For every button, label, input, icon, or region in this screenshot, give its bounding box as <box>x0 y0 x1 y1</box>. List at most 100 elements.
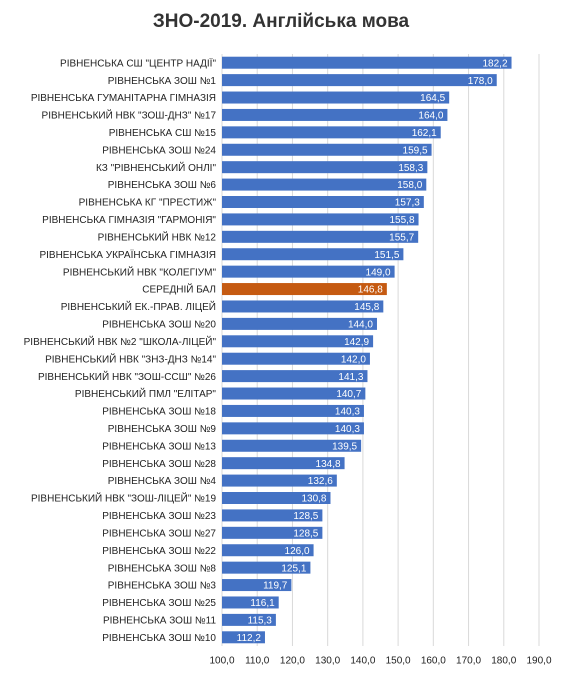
bar <box>222 265 395 278</box>
value-label: 125,1 <box>281 563 306 574</box>
bar <box>222 492 331 504</box>
y-tick-label: КЗ "РІВНЕНСЬКИЙ ОНЛІ" <box>96 161 216 174</box>
value-label: 130,8 <box>301 494 326 505</box>
bar <box>222 126 441 139</box>
y-tick-label: РІВНЕНСЬКА СШ №15 <box>109 128 217 139</box>
bar <box>222 526 323 539</box>
bar <box>222 457 345 470</box>
bar <box>222 509 323 522</box>
y-tick-label: РІВНЕНСЬКА ЗОШ №13 <box>102 441 216 452</box>
value-label: 112,2 <box>237 633 262 644</box>
bar <box>222 74 497 87</box>
bar <box>222 439 362 452</box>
bar <box>222 352 370 365</box>
bar <box>222 422 364 435</box>
y-tick-label: РІВНЕНСЬКА ЗОШ №23 <box>102 511 216 522</box>
bar <box>222 596 279 609</box>
bar <box>222 283 387 296</box>
x-tick-label: 160,0 <box>421 656 446 667</box>
y-tick-label: РІВНЕНСЬКА ГІМНАЗІЯ "ГАРМОНІЯ" <box>42 215 216 226</box>
bar <box>222 335 374 348</box>
y-tick-label: РІВНЕНСЬКА ЗОШ №9 <box>108 424 217 435</box>
y-tick-label: РІВНЕНСЬКИЙ ЕК.-ПРАВ. ЛІЦЕЙ <box>61 300 216 313</box>
value-label: 155,7 <box>389 232 414 243</box>
x-tick-label: 190,0 <box>526 656 551 667</box>
value-label: 158,3 <box>398 163 423 174</box>
y-tick-label: РІВНЕНСЬКИЙ НВК "ЗНЗ-ДНЗ №14" <box>45 352 216 365</box>
bar <box>222 300 384 313</box>
y-tick-label: РІВНЕНСЬКА ЗОШ №27 <box>102 528 216 539</box>
value-label: 141,3 <box>338 372 363 383</box>
y-tick-label: РІВНЕНСЬКА КГ "ПРЕСТИЖ" <box>79 198 217 209</box>
value-label: 178,0 <box>468 76 493 87</box>
y-tick-label: РІВНЕНСЬКА ЗОШ №6 <box>108 180 217 191</box>
value-label: 145,8 <box>354 302 379 313</box>
value-label: 140,7 <box>336 389 361 400</box>
y-tick-label: РІВНЕНСЬКА ЗОШ №18 <box>102 407 216 418</box>
y-tick-label: СЕРЕДНІЙ БАЛ <box>142 283 216 296</box>
y-tick-label: РІВНЕНСЬКИЙ НВК "ЗОШ-ДНЗ" №17 <box>42 109 217 122</box>
bar <box>222 631 265 644</box>
value-label: 158,0 <box>397 180 422 191</box>
bar <box>222 143 432 156</box>
y-tick-label: РІВНЕНСЬКА ЗОШ №4 <box>108 476 217 487</box>
value-label: 182,2 <box>482 58 507 69</box>
bar <box>222 196 424 208</box>
x-tick-label: 110,0 <box>245 656 270 667</box>
value-label: 162,1 <box>412 128 437 139</box>
x-tick-label: 100,0 <box>209 656 234 667</box>
bar <box>222 56 512 69</box>
y-tick-label: РІВНЕНСЬКИЙ НВК "ЗОШ-ССШ" №26 <box>38 370 216 383</box>
bar <box>222 370 368 383</box>
value-label: 164,5 <box>420 93 445 104</box>
value-label: 128,5 <box>293 528 318 539</box>
x-tick-label: 170,0 <box>456 656 481 667</box>
y-tick-label: РІВНЕНСЬКА ЗОШ №25 <box>102 598 216 609</box>
bar <box>222 248 404 261</box>
bar <box>222 613 276 626</box>
value-label: 128,5 <box>293 511 318 522</box>
value-label: 126,0 <box>285 546 310 557</box>
bar <box>222 230 419 243</box>
bar <box>222 579 292 592</box>
value-label: 116,1 <box>250 598 275 609</box>
bar <box>222 161 428 174</box>
bar <box>222 317 377 330</box>
value-label: 142,9 <box>344 337 369 348</box>
value-label: 159,5 <box>403 145 428 156</box>
value-label: 146,8 <box>358 285 383 296</box>
value-label: 157,3 <box>395 198 420 209</box>
y-tick-label: РІВНЕНСЬКА ЗОШ №3 <box>108 581 217 592</box>
value-label: 142,0 <box>341 354 366 365</box>
x-tick-label: 140,0 <box>350 656 375 667</box>
y-tick-label: РІВНЕНСЬКИЙ НВК №12 <box>98 230 217 243</box>
value-label: 164,0 <box>418 111 443 122</box>
value-label: 134,8 <box>316 459 341 470</box>
bar <box>222 404 364 417</box>
y-tick-label: РІВНЕНСЬКА ЗОШ №24 <box>102 145 216 156</box>
x-tick-label: 180,0 <box>491 656 516 667</box>
value-label: 155,8 <box>390 215 415 226</box>
value-label: 119,7 <box>263 581 288 592</box>
value-label: 151,5 <box>374 250 399 261</box>
y-tick-label: РІВНЕНСЬКА ЗОШ №28 <box>102 459 216 470</box>
y-tick-label: РІВНЕНСЬКИЙ НВК "КОЛЕГІУМ" <box>63 265 217 278</box>
value-label: 115,3 <box>248 616 273 627</box>
bar <box>222 474 337 487</box>
y-tick-label: РІВНЕНСЬКА ЗОШ №8 <box>108 563 217 574</box>
bar <box>222 178 427 191</box>
bar <box>222 108 448 121</box>
bar <box>222 387 366 400</box>
value-label: 149,0 <box>366 267 391 278</box>
value-label: 140,3 <box>335 424 360 435</box>
y-tick-label: РІВНЕНСЬКИЙ НВК №2 "ШКОЛА-ЛІЦЕЙ" <box>24 335 217 348</box>
y-tick-label: РІВНЕНСЬКА ЗОШ №10 <box>102 633 216 644</box>
y-tick-label: РІВНЕНСЬКИЙ ПМЛ "ЕЛІТАР" <box>75 387 217 400</box>
value-label: 139,5 <box>332 441 357 452</box>
bar <box>222 544 314 557</box>
y-tick-label: РІВНЕНСЬКА УКРАЇНСЬКА ГІМНАЗІЯ <box>39 249 216 261</box>
y-tick-label: РІВНЕНСЬКА ЗОШ №22 <box>102 546 216 557</box>
value-label: 132,6 <box>308 476 333 487</box>
y-tick-label: РІВНЕНСЬКА ГУМАНІТАРНА ГІМНАЗІЯ <box>31 93 216 104</box>
